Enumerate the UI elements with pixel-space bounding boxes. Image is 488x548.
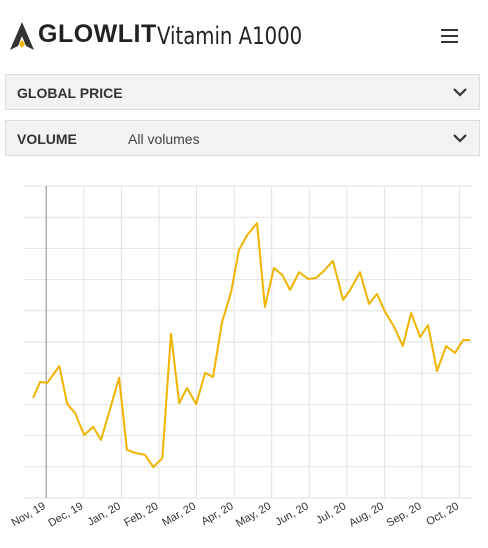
x-tick-label: May, 20 [234, 500, 273, 530]
chevron [453, 134, 467, 143]
x-tick-label: Dec, 19 [46, 500, 85, 529]
x-tick-label: Nov, 19 [10, 500, 48, 529]
x-tick-label: Oct, 20 [424, 500, 461, 528]
x-tick-label: Mar, 20 [160, 500, 198, 529]
line-series [32, 222, 471, 469]
dropdown-label: VOLUME [17, 131, 77, 147]
dropdown-label: GLOBAL PRICE [17, 85, 123, 101]
x-tick-label: Feb, 20 [122, 500, 160, 529]
x-tick-label: Jul, 20 [314, 500, 348, 527]
x-tick-label: Apr, 20 [199, 500, 235, 528]
x-tick-label: Jan, 20 [86, 500, 123, 528]
volume-dropdown[interactable]: VOLUME All volumes [5, 120, 480, 156]
dropdown-value: All volumes [128, 131, 200, 147]
x-tick-label: Sep, 20 [385, 500, 424, 529]
x-tick-label: Jun, 20 [274, 500, 311, 528]
price-dropdown[interactable]: GLOBAL PRICE [5, 74, 480, 110]
page-title: Vitamin A1000 [157, 22, 303, 50]
logo-icon [10, 22, 34, 50]
chevron [453, 88, 467, 97]
x-tick-label: Aug, 20 [347, 500, 386, 529]
menu-button[interactable] [441, 28, 459, 44]
logo-text: GLOWLIT [38, 20, 157, 48]
